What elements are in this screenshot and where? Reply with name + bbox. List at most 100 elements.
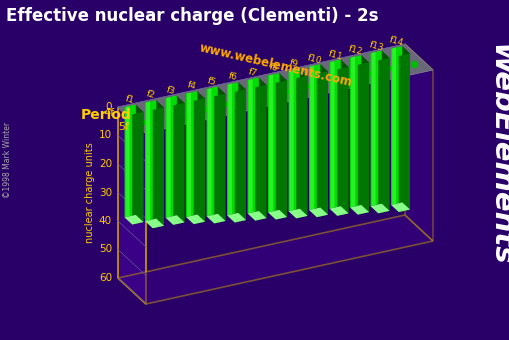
Text: f8: f8 [268,62,279,73]
Polygon shape [398,53,409,212]
Polygon shape [360,55,369,212]
Polygon shape [214,94,225,223]
Polygon shape [279,73,287,217]
Polygon shape [197,91,205,222]
Polygon shape [268,73,279,212]
Text: 0: 0 [105,102,112,112]
Polygon shape [156,100,164,226]
Polygon shape [248,79,252,213]
Text: f9: f9 [288,58,299,69]
Polygon shape [381,51,389,211]
Polygon shape [234,89,245,222]
Polygon shape [193,98,205,224]
Polygon shape [349,55,360,207]
Polygon shape [299,69,307,216]
Polygon shape [329,60,340,209]
Polygon shape [173,103,184,225]
Text: f10: f10 [306,53,322,66]
Polygon shape [371,52,375,206]
Polygon shape [288,69,299,211]
Polygon shape [145,100,156,221]
Polygon shape [349,205,369,215]
Text: 10: 10 [99,131,112,140]
Text: www.webelements.com: www.webelements.com [197,42,353,90]
Text: 20: 20 [99,159,112,169]
Polygon shape [177,96,184,222]
Polygon shape [390,202,409,212]
Polygon shape [254,85,266,221]
Polygon shape [330,61,334,208]
Polygon shape [308,207,327,217]
Polygon shape [152,107,164,228]
Text: 50: 50 [99,244,112,255]
Polygon shape [289,70,293,211]
Polygon shape [402,46,409,209]
Polygon shape [391,48,395,205]
Text: f14: f14 [388,35,404,48]
Polygon shape [247,78,258,214]
Text: 4f: 4f [104,108,115,119]
Polygon shape [125,106,129,217]
Polygon shape [206,87,217,216]
Text: ©1998 Mark Winter: ©1998 Mark Winter [4,122,13,198]
Polygon shape [378,58,389,213]
Polygon shape [309,66,314,210]
Text: nuclear charge units: nuclear charge units [85,142,95,243]
Text: 40: 40 [99,216,112,226]
Polygon shape [217,87,225,221]
Polygon shape [146,102,150,221]
Polygon shape [132,112,143,224]
Polygon shape [258,78,266,218]
Polygon shape [288,209,307,218]
Text: 5f: 5f [118,121,129,132]
Text: f4: f4 [186,80,197,91]
Text: WebElements: WebElements [485,44,509,266]
Text: f6: f6 [227,71,238,82]
Polygon shape [186,215,205,224]
Polygon shape [316,71,327,217]
Text: f11: f11 [326,49,343,61]
Polygon shape [296,76,307,218]
Polygon shape [308,64,320,210]
Text: 60: 60 [99,273,112,283]
Polygon shape [390,46,402,205]
Polygon shape [228,84,232,215]
Polygon shape [357,62,369,215]
Polygon shape [227,213,245,222]
Polygon shape [124,105,135,217]
Polygon shape [336,67,348,216]
Text: f7: f7 [247,67,258,78]
Polygon shape [118,107,146,304]
Polygon shape [165,96,177,218]
Text: 30: 30 [99,187,112,198]
Polygon shape [238,82,245,220]
Text: f5: f5 [206,76,217,87]
Polygon shape [186,91,197,217]
Text: f12: f12 [347,44,363,57]
Polygon shape [124,215,143,224]
Polygon shape [370,51,381,206]
Polygon shape [187,92,191,217]
Polygon shape [370,204,389,213]
Polygon shape [275,80,287,220]
Polygon shape [329,206,348,216]
Text: f2: f2 [145,89,156,100]
Text: Effective nuclear charge (Clementi) - 2s: Effective nuclear charge (Clementi) - 2s [6,7,378,25]
Polygon shape [351,56,354,207]
Polygon shape [404,44,432,241]
Polygon shape [227,82,238,215]
Text: f1: f1 [125,94,135,105]
Polygon shape [118,215,432,304]
Polygon shape [340,60,348,214]
Polygon shape [135,105,143,222]
Polygon shape [320,64,327,215]
Polygon shape [206,214,225,223]
Polygon shape [165,215,184,225]
Text: f3: f3 [165,85,177,96]
Polygon shape [268,210,287,220]
Polygon shape [247,211,266,221]
Polygon shape [166,97,171,218]
Polygon shape [269,74,272,212]
Polygon shape [207,88,211,216]
Polygon shape [145,219,164,228]
